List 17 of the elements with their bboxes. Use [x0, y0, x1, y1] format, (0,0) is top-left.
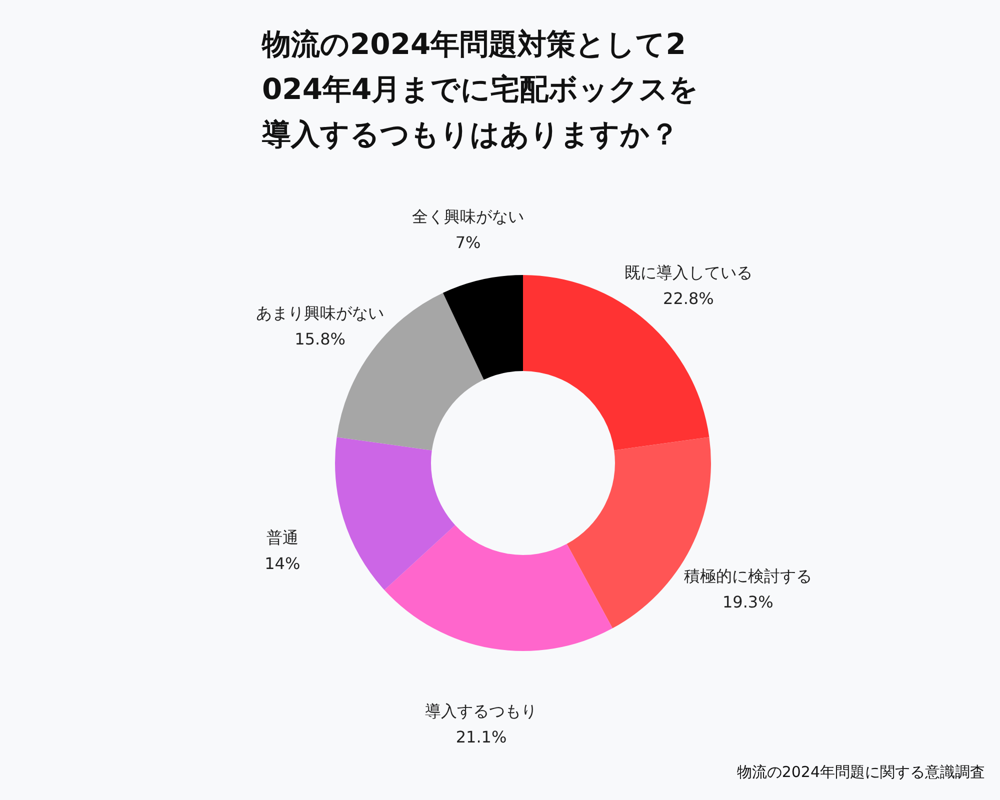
slice-label: 導入するつもり [425, 702, 538, 721]
data-label: 7% [455, 233, 481, 252]
data-label: 14% [264, 554, 300, 573]
data-label: 22.8% [663, 288, 714, 308]
slice-label: 普通 [266, 528, 298, 547]
slice-label: 積極的に検討する [684, 566, 812, 586]
data-label: 15.8% [294, 330, 346, 349]
data-label: 21.1% [456, 728, 507, 747]
slice-label: あまり興味がない [256, 304, 384, 323]
data-label: 19.3% [722, 592, 774, 612]
donut-slice [442, 275, 523, 380]
slice-label: 全く興味がない [412, 207, 524, 226]
donut-slice [335, 437, 456, 590]
slice-label: 既に導入している [624, 262, 752, 282]
text: 物流の2024年問題に関する意識調査 [736, 763, 985, 781]
chart-title: 物流の2024年問題対策として2024年4月までに宅配ボックスを導入するつもりはありますか？ [261, 27, 699, 151]
donut-slice [384, 525, 613, 651]
